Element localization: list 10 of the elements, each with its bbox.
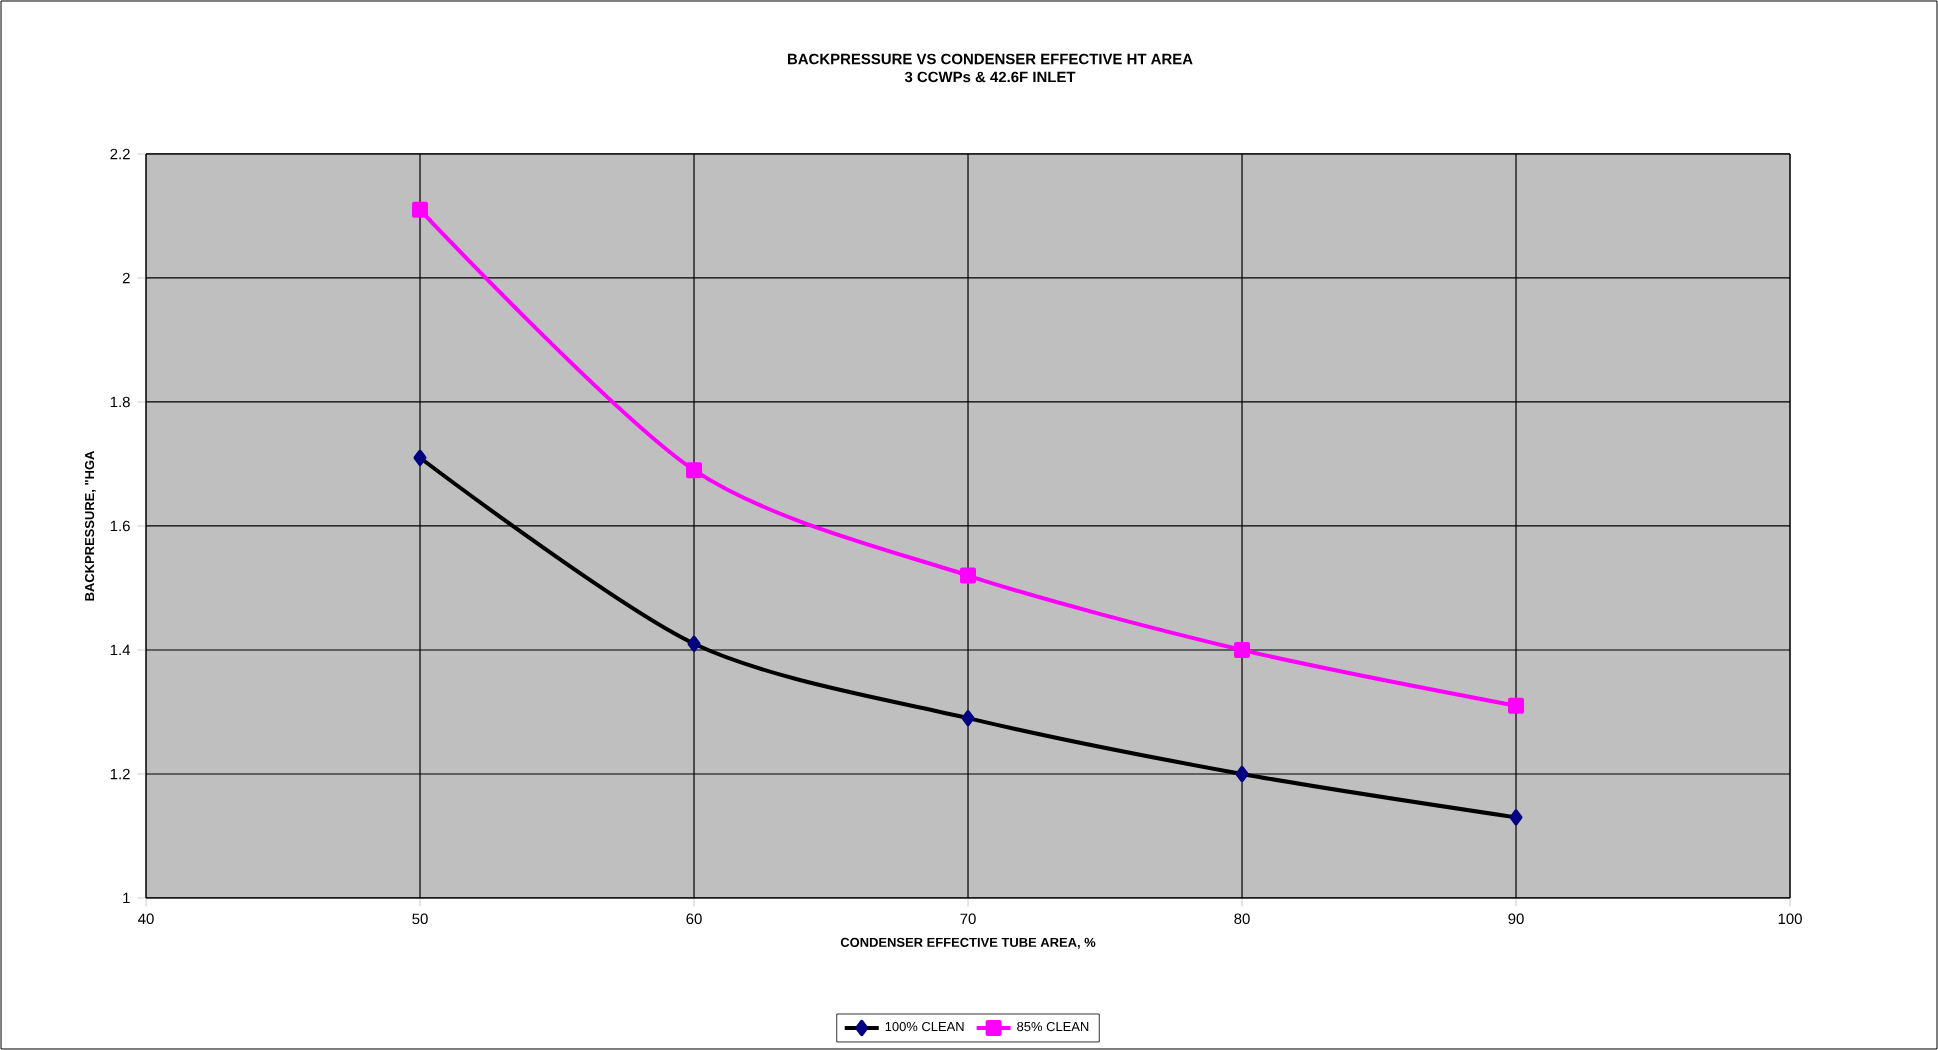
point bbox=[961, 710, 975, 727]
point bbox=[1235, 765, 1249, 782]
point bbox=[1508, 697, 1525, 714]
point bbox=[686, 462, 703, 479]
point bbox=[1234, 641, 1251, 658]
point bbox=[413, 449, 427, 466]
point bbox=[960, 567, 977, 584]
point bbox=[1509, 809, 1523, 826]
point bbox=[687, 635, 701, 652]
point bbox=[412, 201, 429, 218]
